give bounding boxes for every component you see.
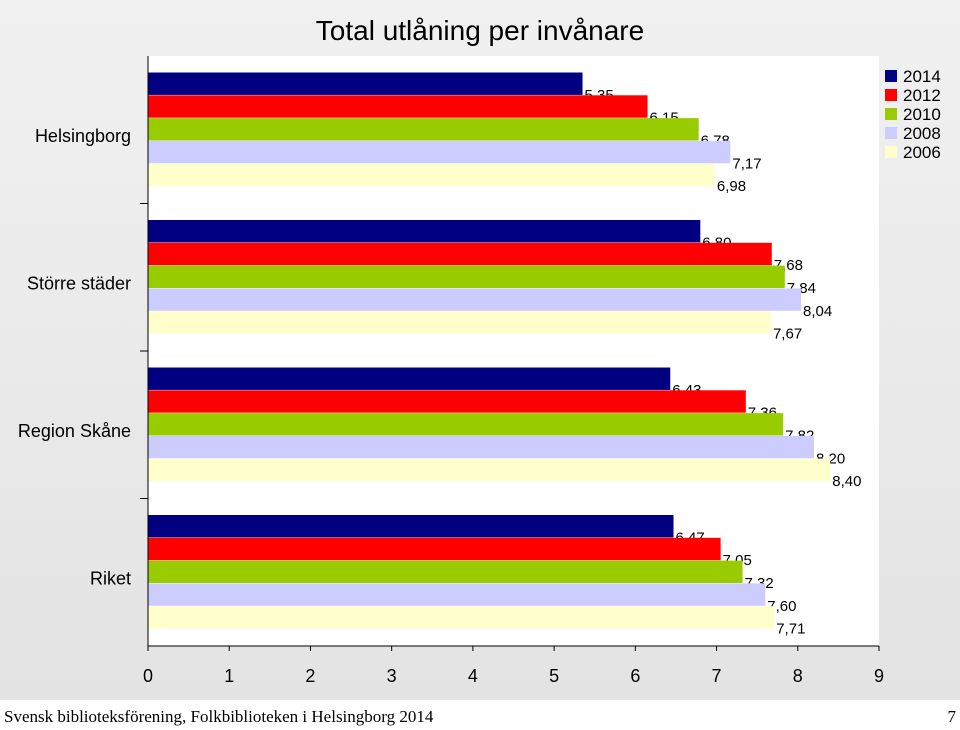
x-tick-label: 6 bbox=[630, 666, 640, 686]
bar bbox=[148, 390, 746, 413]
bar bbox=[148, 583, 766, 606]
category-label: Större städer bbox=[27, 273, 131, 293]
legend-label: 2006 bbox=[903, 143, 941, 162]
bar bbox=[148, 435, 815, 459]
data-label: 8,40 bbox=[832, 473, 861, 490]
legend-swatch bbox=[885, 89, 897, 101]
x-tick-label: 9 bbox=[874, 666, 884, 686]
data-label: 6,98 bbox=[717, 178, 746, 195]
bar bbox=[148, 95, 648, 118]
bar bbox=[148, 140, 731, 164]
chart-title: Total utlåning per invånare bbox=[316, 15, 644, 46]
data-label: 7,67 bbox=[773, 326, 802, 343]
legend-swatch bbox=[885, 127, 897, 139]
category-label: Region Skåne bbox=[18, 421, 131, 441]
legend-swatch bbox=[885, 108, 897, 120]
bar-chart: Total utlåning per invånare5,356,156,787… bbox=[18, 15, 941, 686]
legend-swatch bbox=[885, 70, 897, 82]
footer-source: Svensk biblioteksförening, Folkbibliotek… bbox=[4, 707, 434, 726]
x-tick-label: 1 bbox=[224, 666, 234, 686]
bar bbox=[148, 288, 802, 311]
bar bbox=[148, 560, 743, 583]
bar bbox=[148, 163, 715, 187]
bar bbox=[148, 413, 784, 436]
bar bbox=[148, 515, 674, 538]
x-tick-label: 7 bbox=[712, 666, 722, 686]
category-label: Riket bbox=[90, 568, 131, 588]
legend-swatch bbox=[885, 146, 897, 158]
data-label: 8,04 bbox=[803, 303, 832, 320]
x-tick-label: 4 bbox=[468, 666, 478, 686]
x-tick-label: 8 bbox=[793, 666, 803, 686]
x-tick-label: 3 bbox=[387, 666, 397, 686]
bar bbox=[148, 118, 699, 141]
bar bbox=[148, 537, 721, 561]
legend-label: 2012 bbox=[903, 86, 941, 105]
bar bbox=[148, 72, 583, 95]
bar bbox=[148, 265, 785, 288]
data-label: 7,71 bbox=[776, 621, 805, 638]
bar bbox=[148, 311, 771, 334]
legend-label: 2010 bbox=[903, 105, 941, 124]
category-label: Helsingborg bbox=[35, 126, 131, 146]
bar bbox=[148, 606, 775, 629]
legend-label: 2008 bbox=[903, 124, 941, 143]
data-label: 7,60 bbox=[767, 598, 796, 615]
bar bbox=[148, 242, 772, 266]
page-number: 7 bbox=[947, 707, 957, 726]
bar bbox=[148, 367, 671, 390]
bar bbox=[148, 458, 831, 482]
bar bbox=[148, 220, 701, 243]
x-tick-label: 2 bbox=[305, 666, 315, 686]
data-label: 7,17 bbox=[732, 155, 761, 172]
legend-label: 2014 bbox=[903, 67, 941, 86]
x-tick-label: 0 bbox=[143, 666, 153, 686]
x-tick-label: 5 bbox=[549, 666, 559, 686]
